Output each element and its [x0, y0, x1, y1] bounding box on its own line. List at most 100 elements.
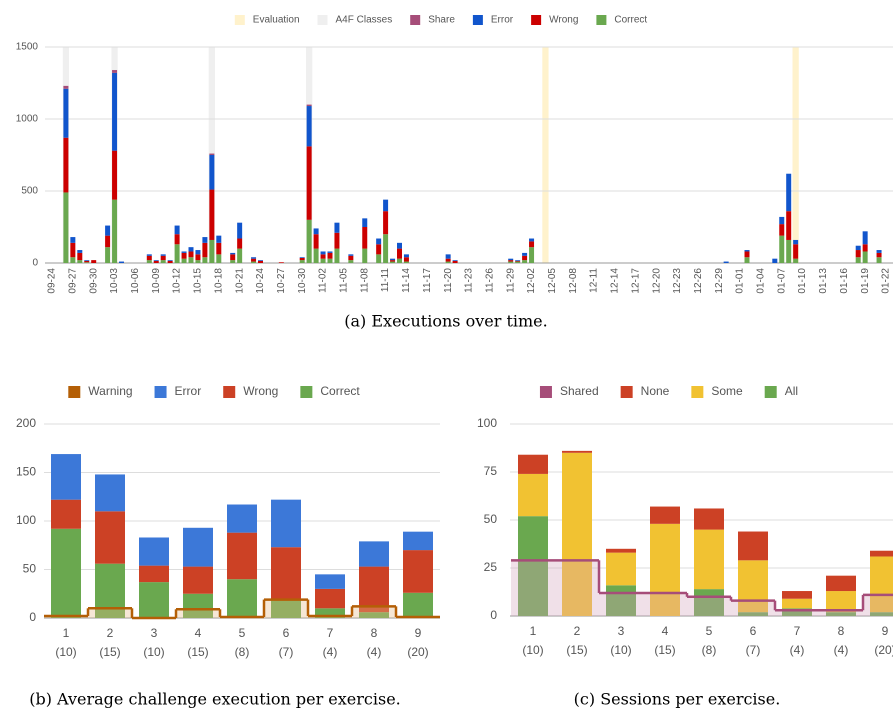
bar-segment: [95, 474, 125, 512]
bar-segment: [738, 531, 768, 561]
x-tick-label: 10-09: [151, 268, 162, 294]
legend-label: Share: [428, 15, 455, 26]
x-tick-label: 4: [195, 626, 202, 640]
x-tick-label: 01-13: [818, 268, 829, 294]
x-tick-sublabel: (10): [55, 645, 76, 659]
bar-segment: [397, 242, 402, 249]
x-tick-label: 10-21: [234, 268, 245, 294]
x-tick-label: 4: [662, 624, 669, 638]
step-area: [731, 600, 775, 616]
x-tick-label: 2: [574, 624, 581, 638]
x-tick-label: 6: [283, 626, 290, 640]
bar-segment: [63, 85, 69, 89]
bar-segment: [306, 219, 312, 263]
x-tick-label: 12-23: [672, 268, 683, 294]
step-area: [687, 596, 731, 616]
x-tick-label: 8: [838, 624, 845, 638]
bar-segment: [181, 251, 187, 253]
legend-label: None: [641, 384, 670, 398]
x-tick-sublabel: (15): [187, 645, 208, 659]
bar-segment: [362, 218, 368, 227]
bar-segment: [348, 254, 354, 256]
bar-segment: [188, 247, 194, 252]
bar-segment: [826, 591, 856, 613]
bar-segment: [518, 454, 548, 474]
bar-segment: [227, 504, 257, 533]
bar-segment: [772, 258, 778, 263]
bar-segment: [359, 541, 389, 567]
bar-segment: [862, 244, 868, 252]
bar-segment: [271, 499, 301, 548]
bar-segment: [862, 251, 868, 263]
x-tick-label: 09-27: [67, 268, 78, 294]
bar-segment: [306, 104, 312, 107]
bar-segment: [782, 608, 812, 616]
bar-segment: [230, 260, 236, 263]
y-tick-label: 0: [29, 610, 36, 624]
bar-segment: [782, 591, 812, 599]
x-tick-label: 12-11: [589, 268, 600, 293]
band: [542, 47, 549, 263]
x-tick-sublabel: (20): [407, 645, 428, 659]
bar-segment: [508, 260, 514, 262]
bar-segment: [139, 537, 169, 566]
x-tick-label: 09-24: [47, 268, 58, 294]
bar-segment: [397, 248, 402, 259]
x-tick-sublabel: (10): [522, 643, 543, 657]
x-tick-label: 11-20: [443, 268, 454, 293]
bar-segment: [452, 260, 458, 263]
legend-swatch: [68, 386, 81, 398]
bar-segment: [195, 250, 201, 255]
legend-swatch: [410, 15, 421, 25]
legend-swatch: [620, 386, 633, 398]
bar-segment: [562, 452, 592, 616]
legend: Warning Error Wrong Correct: [68, 384, 360, 398]
bar-segment: [313, 234, 319, 249]
x-tick-label: 01-04: [756, 268, 767, 294]
bar-segment: [606, 585, 636, 616]
bar-segment: [258, 260, 263, 261]
bar-segment: [51, 528, 81, 618]
legend-label: Evaluation: [253, 15, 300, 26]
bar-segment: [362, 248, 368, 263]
bar-segment: [786, 239, 792, 263]
bar-segment: [327, 251, 333, 253]
bar-segment: [278, 262, 284, 263]
bar-segment: [445, 258, 451, 262]
x-tick-label: 11-11: [380, 268, 391, 293]
bar-segment: [174, 225, 180, 235]
x-tick-label: 11-26: [484, 268, 495, 293]
bar-segment: [826, 575, 856, 592]
x-tick-label: 01-07: [776, 268, 787, 294]
bar-segment: [112, 72, 118, 151]
bar-segment: [522, 260, 528, 263]
bar-segment: [403, 592, 433, 618]
x-tick-sublabel: (15): [566, 643, 587, 657]
bar-segment: [403, 261, 409, 263]
x-tick-label: 09-30: [88, 268, 99, 294]
x-tick-label: 8: [371, 626, 378, 640]
bar-segment: [63, 88, 69, 138]
bar-segment: [606, 548, 636, 553]
bar-segment: [160, 255, 166, 261]
bar-segment: [209, 189, 215, 240]
bar-segment: [515, 260, 521, 262]
x-tick-sublabel: (15): [99, 645, 120, 659]
bar-segment: [522, 255, 528, 261]
bar-segment: [390, 258, 396, 261]
bar-segment: [84, 260, 90, 261]
bar-segment: [216, 242, 222, 255]
bar-segment: [105, 225, 111, 236]
caption: (b) Average challenge execution per exer…: [29, 690, 401, 709]
x-tick-label: 01-01: [735, 268, 746, 294]
x-tick-sublabel: (4): [323, 645, 338, 659]
bar-segment: [376, 254, 382, 263]
bar-segment: [70, 237, 76, 243]
bar-segment: [119, 261, 124, 263]
bar-segment: [403, 257, 409, 262]
x-tick-label: 11-05: [339, 268, 350, 293]
bar-segment: [313, 228, 319, 235]
bar-segment: [51, 499, 81, 529]
x-tick-label: 10-06: [130, 268, 141, 294]
x-tick-label: 11-14: [401, 268, 412, 293]
